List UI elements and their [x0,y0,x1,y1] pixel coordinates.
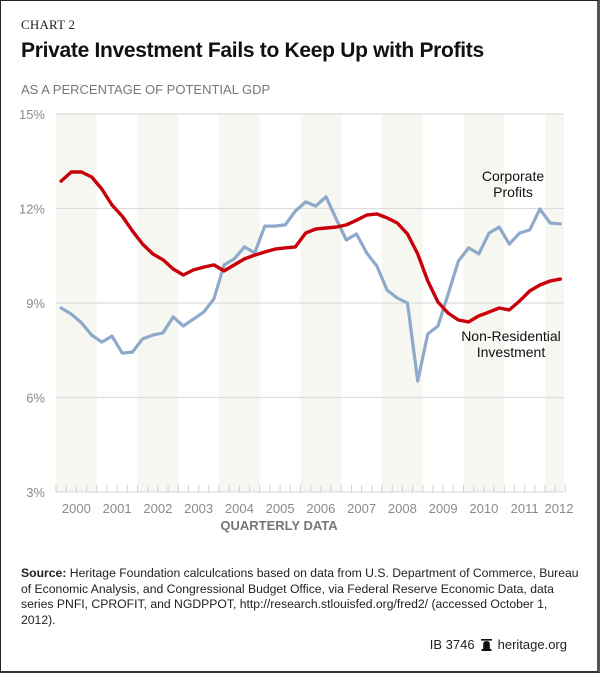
x-tick-label: 2007 [347,501,376,516]
x-tick-label: 2004 [225,501,254,516]
label-corporate-profits-line2: Profits [493,184,533,200]
chart-title: Private Investment Fails to Keep Up with… [21,39,484,62]
x-axis-label: QUARTERLY DATA [220,518,338,533]
website-link[interactable]: heritage.org [497,637,567,652]
x-tick-label: 2002 [143,501,172,516]
x-tick-label: 2000 [62,501,91,516]
corporate-profits-line [59,195,562,383]
label-corporate-profits-line1: Corporate [482,168,544,184]
line-chart: 3%6%9%12%15% 2000 2001 2002 2003 2004 2005 200… [19,107,574,533]
source-label: Source: [21,566,67,580]
footer: IB 3746 heritage.org [430,637,567,652]
chart-kicker: CHART 2 [21,17,76,32]
series-lines [59,170,562,383]
nonres-investment-line [59,170,562,324]
publication-id: IB 3746 [429,637,475,652]
chart-subtitle: AS A PERCENTAGE OF POTENTIAL GDP [21,82,271,97]
y-tick-label: 3% [26,485,45,500]
x-tick-label: 2012 [545,501,574,516]
x-tick-label: 2005 [266,501,295,516]
x-tick-label: 2001 [103,501,132,516]
y-tick-label: 9% [26,296,45,311]
label-nonres-investment-line1: Non-Residential [461,328,561,344]
x-tick-label: 2003 [184,501,213,516]
y-tick-label: 12% [19,202,45,217]
label-nonres-investment-line2: Investment [477,344,546,360]
source-note: Source: Heritage Foundation calculcation… [21,566,581,628]
x-tick-label: 2010 [469,501,498,516]
x-tick-label: 2011 [511,501,539,516]
x-axis-ticks: 2000 2001 2002 2003 2004 2005 2006 2007 2008 2009… [55,485,574,516]
y-tick-label: 15% [19,107,45,122]
source-text: Heritage Foundation calculcations based … [21,566,579,627]
gridlines [56,113,564,493]
liberty-bell-icon [480,638,492,651]
y-tick-label: 6% [26,391,45,406]
x-tick-label: 2008 [388,501,417,516]
y-axis-ticks: 3% 6% 9% 12% 15% [19,107,45,500]
x-tick-label: 2006 [306,501,335,516]
x-tick-label: 2009 [429,501,458,516]
